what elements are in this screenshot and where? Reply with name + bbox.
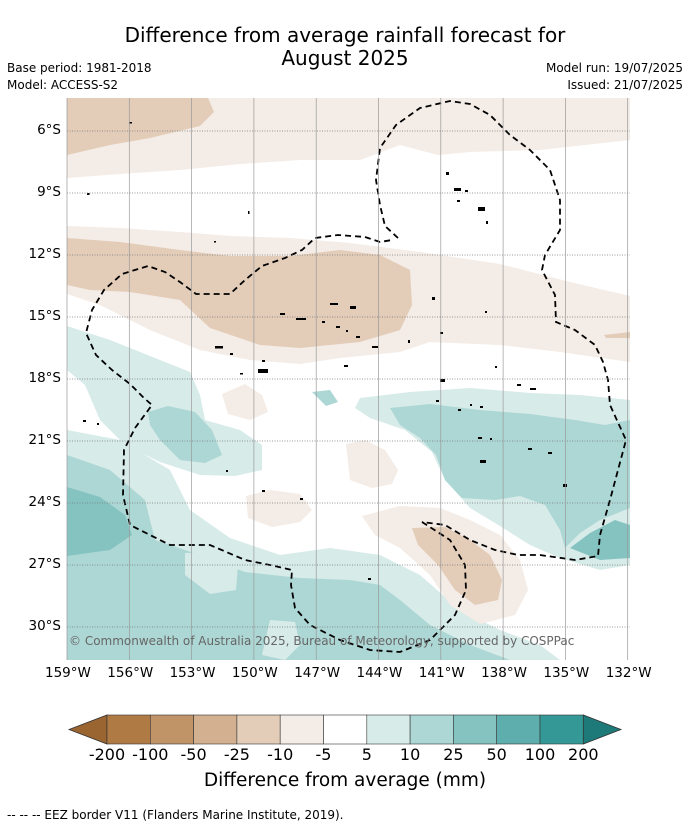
colorbar-swatch: [409, 714, 454, 745]
colorbar-swatch: [150, 714, 194, 745]
dry-patch-24s: [246, 490, 312, 527]
colorbar-tick-label: -25: [223, 745, 250, 764]
colorbar-tick-label: -50: [180, 745, 207, 764]
map-title-line1: Difference from average rainfall forecas…: [124, 23, 566, 47]
anomaly-field: [67, 98, 630, 660]
lat-label: 18°S: [28, 370, 62, 386]
colorbar-swatch: [106, 714, 151, 745]
dry-region-central-core: [67, 238, 412, 348]
issued-date: Issued: 21/07/2025: [567, 78, 683, 92]
eez-legend-note: -- -- -- EEZ border V11 (Flanders Marine…: [7, 808, 344, 822]
white-gap-south-2: [262, 620, 300, 660]
dry-region-north-core: [67, 98, 214, 155]
colorbar-tick-label: -5: [315, 745, 332, 764]
colorbar-swatch: [539, 714, 584, 745]
base-period: Base period: 1981-2018: [7, 61, 152, 75]
dry-core-south-east: [412, 527, 502, 605]
wet-patch-small: [312, 390, 338, 406]
graticule: [66, 98, 630, 660]
lon-label: 159°W: [45, 665, 91, 681]
lat-label: 27°S: [28, 556, 62, 572]
colorbar-tick-label: 5: [361, 745, 372, 764]
wet-region-south-inner: [67, 455, 510, 660]
lon-label: 138°W: [481, 665, 527, 681]
colorbar-extend-high: [582, 714, 623, 745]
colorbar-swatch: [453, 714, 497, 745]
wet-core-southwest: [67, 487, 132, 556]
lat-label: 30°S: [28, 618, 62, 634]
lat-label: 21°S: [28, 432, 62, 448]
colorbar-tick-label: 200: [568, 745, 599, 764]
colorbar-extend-low: [67, 714, 108, 745]
lon-label: 156°W: [107, 665, 154, 681]
lon-label: 132°W: [605, 665, 652, 681]
islands: [83, 122, 567, 580]
colorbar-swatch: [236, 714, 281, 745]
colorbar-tick-label: 100: [524, 745, 556, 764]
colorbar-swatch: [366, 714, 411, 745]
model-name: Model: ACCESS-S2: [7, 78, 119, 92]
copyright-notice: © Commonwealth of Australia 2025, Bureau…: [69, 634, 575, 648]
lon-label: 150°W: [231, 665, 278, 681]
wet-patch-west: [148, 406, 222, 463]
colorbar-tick-label: -100: [132, 745, 169, 764]
eez-borders: [85, 100, 627, 653]
dry-patch-18s: [222, 384, 268, 420]
map-title-line2: August 2025: [281, 46, 409, 70]
colorbar-title: Difference from average (mm): [203, 770, 487, 791]
lat-label: 9°S: [37, 184, 61, 200]
model-run-date: Model run: 19/07/2025: [545, 61, 683, 75]
lat-label: 24°S: [28, 494, 62, 510]
dry-patch-22s: [346, 440, 398, 488]
lon-label: 135°W: [543, 665, 590, 681]
colorbar-tick-label: 50: [486, 745, 507, 764]
lon-label: 147°W: [294, 665, 341, 681]
lat-label: 6°S: [37, 122, 61, 138]
lon-label: 141°W: [418, 665, 465, 681]
colorbar: [67, 714, 623, 745]
wet-region-east-core: [390, 404, 630, 548]
colorbar-swatch: [193, 714, 238, 745]
colorbar-tick-label: -10: [267, 745, 294, 764]
colorbar-tick-label: 25: [443, 745, 464, 764]
colorbar-tick-label: -200: [88, 745, 126, 764]
colorbar-swatch: [279, 714, 324, 745]
white-gap-south: [185, 552, 238, 594]
colorbar-swatch: [496, 714, 541, 745]
colorbar-tick-label: 10: [399, 745, 421, 764]
lon-label: 153°W: [169, 665, 216, 681]
lat-label: 12°S: [28, 246, 62, 262]
lat-label: 15°S: [28, 308, 62, 324]
lon-label: 144°W: [356, 665, 403, 681]
dry-patch-east: [604, 332, 630, 338]
colorbar-swatch: [323, 714, 368, 745]
